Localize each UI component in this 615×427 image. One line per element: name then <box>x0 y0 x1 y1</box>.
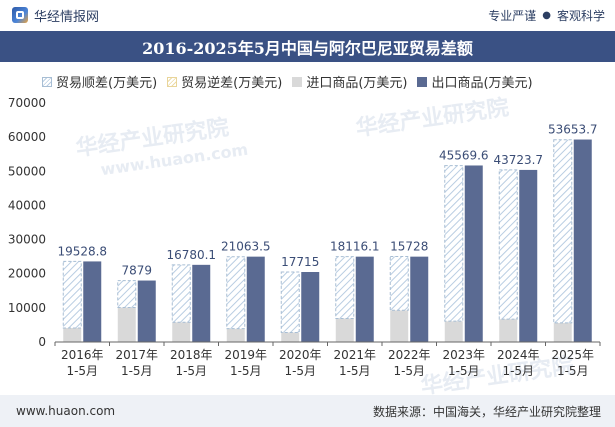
bar-group: 19528.8 7879 16780.1 21063.5 17715 18116.1 157… <box>57 123 598 342</box>
x-tick-label: 1-5月 <box>284 364 316 378</box>
surplus-data-label: 15728 <box>390 240 428 254</box>
x-tick-label: 2023年 <box>442 348 485 362</box>
surplus-bar[interactable] <box>335 256 355 319</box>
x-tick-label: 1-5月 <box>66 364 98 378</box>
surplus-bar[interactable] <box>389 256 409 311</box>
surplus-bar[interactable] <box>62 260 82 329</box>
surplus-data-label: 19528.8 <box>57 244 107 258</box>
x-tick-label: 2016年 <box>61 348 104 362</box>
x-tick-label: 1-5月 <box>339 364 371 378</box>
surplus-bar[interactable] <box>553 139 573 324</box>
legend-item-import[interactable]: 进口商品(万美元) <box>292 72 407 91</box>
legend-label-export: 出口商品(万美元) <box>431 76 533 91</box>
import-bar[interactable] <box>172 322 191 342</box>
import-bar[interactable] <box>444 321 463 342</box>
legend-label-deficit: 贸易逆差(万美元) <box>181 76 283 91</box>
export-bar[interactable] <box>192 264 211 342</box>
x-tick-label: 1-5月 <box>121 364 153 378</box>
surplus-data-label: 17715 <box>281 255 319 269</box>
tag-professional: 专业严谨 <box>488 8 537 23</box>
import-bar[interactable] <box>553 322 572 342</box>
footer-url-link[interactable]: www.huaon.com <box>16 404 116 418</box>
import-bar[interactable] <box>117 307 136 342</box>
legend-item-surplus[interactable]: 贸易顺差(万美元) <box>42 72 157 91</box>
legend-swatch-surplus-icon <box>42 76 52 87</box>
x-tick-label: 2022年 <box>388 348 431 362</box>
brand-name: 华经情报网 <box>34 9 100 25</box>
footer-bar: www.huaon.com 数据来源：中国海关，华经产业研究院整理 <box>0 395 615 427</box>
y-tick-label: 0 <box>38 335 46 349</box>
legend-label-import: 进口商品(万美元) <box>306 76 408 91</box>
y-tick-label: 20000 <box>8 267 46 281</box>
legend-swatch-import-icon <box>292 76 303 87</box>
surplus-data-label: 45569.6 <box>439 148 489 162</box>
surplus-data-label: 16780.1 <box>166 248 216 262</box>
import-bar[interactable] <box>335 318 354 342</box>
footer-source: 数据来源：中国海关，华经产业研究院整理 <box>372 404 601 419</box>
legend-item-export[interactable]: 出口商品(万美元) <box>417 72 533 91</box>
surplus-data-label: 43723.7 <box>493 153 543 167</box>
export-bar[interactable] <box>519 169 538 342</box>
y-tick-label: 40000 <box>8 198 46 212</box>
export-bar[interactable] <box>464 165 483 342</box>
x-tick-label: 2018年 <box>170 348 213 362</box>
surplus-bar[interactable] <box>171 264 191 323</box>
y-axis: 0 10000 20000 30000 40000 50000 60000 70000 <box>8 96 46 349</box>
x-tick-label: 2017年 <box>115 348 158 362</box>
x-tick-label: 1-5月 <box>557 364 589 378</box>
bullet-dot-icon: ● <box>542 9 551 21</box>
x-tick-label: 2024年 <box>497 348 540 362</box>
export-bar[interactable] <box>137 280 156 342</box>
chart-title-bar: 2016-2025年5月中国与阿尔巴尼亚贸易差额 <box>0 31 615 62</box>
legend-label-surplus: 贸易顺差(万美元) <box>56 76 158 91</box>
surplus-data-label: 53653.7 <box>548 123 598 137</box>
x-axis: 2016年 1-5月 2017年 1-5月 2018年 1-5月 2019年 1-5月 2020… <box>54 341 601 378</box>
tag-objective: 客观科学 <box>556 8 605 23</box>
legend-item-deficit[interactable]: 贸易逆差(万美元) <box>167 72 282 91</box>
surplus-bar[interactable] <box>226 256 246 330</box>
legend-swatch-export-icon <box>417 76 428 87</box>
x-tick-label: 2021年 <box>333 348 376 362</box>
surplus-bar[interactable] <box>444 165 464 322</box>
brand-logo-icon <box>12 7 28 23</box>
y-tick-label: 30000 <box>8 233 46 247</box>
surplus-data-label: 7879 <box>121 264 152 278</box>
surplus-bar[interactable] <box>498 169 518 320</box>
export-bar[interactable] <box>410 256 429 342</box>
x-tick-label: 1-5月 <box>502 364 534 378</box>
import-bar[interactable] <box>281 332 300 342</box>
y-tick-label: 60000 <box>8 130 46 144</box>
surplus-bar[interactable] <box>117 280 137 309</box>
legend: 贸易顺差(万美元) 贸易逆差(万美元) 进口商品(万美元) 出口商品(万美元) <box>42 72 533 91</box>
brand[interactable]: 华经情报网 <box>12 6 99 25</box>
surplus-data-label: 21063.5 <box>221 240 271 254</box>
slogan-tags: 专业严谨 ● 客观科学 <box>488 7 605 24</box>
export-bar[interactable] <box>83 261 102 342</box>
export-bar[interactable] <box>355 256 374 342</box>
chart-title: 2016-2025年5月中国与阿尔巴尼亚贸易差额 <box>142 38 473 58</box>
x-tick-label: 1-5月 <box>448 364 480 378</box>
x-tick-label: 1-5月 <box>230 364 262 378</box>
y-tick-label: 10000 <box>8 301 46 315</box>
surplus-data-label: 18116.1 <box>330 240 380 254</box>
import-bar[interactable] <box>390 310 409 342</box>
export-bar[interactable] <box>573 139 592 342</box>
y-tick-label: 70000 <box>8 96 46 110</box>
x-tick-label: 2025年 <box>551 348 594 362</box>
import-bar[interactable] <box>63 328 82 342</box>
x-tick-label: 2019年 <box>224 348 267 362</box>
import-bar[interactable] <box>499 319 518 342</box>
x-tick-label: 1-5月 <box>393 364 425 378</box>
import-bar[interactable] <box>226 328 245 342</box>
export-bar[interactable] <box>301 272 320 342</box>
surplus-bar[interactable] <box>280 271 300 333</box>
x-tick-label: 1-5月 <box>175 364 207 378</box>
chart-svg: 0 10000 20000 30000 40000 50000 60000 70000 195… <box>8 96 601 378</box>
legend-swatch-deficit-icon <box>167 76 178 87</box>
x-tick-label: 2020年 <box>279 348 322 362</box>
header-bar: 华经情报网 专业严谨 ● 客观科学 <box>0 0 615 30</box>
export-bar[interactable] <box>246 256 265 342</box>
y-tick-label: 50000 <box>8 164 46 178</box>
